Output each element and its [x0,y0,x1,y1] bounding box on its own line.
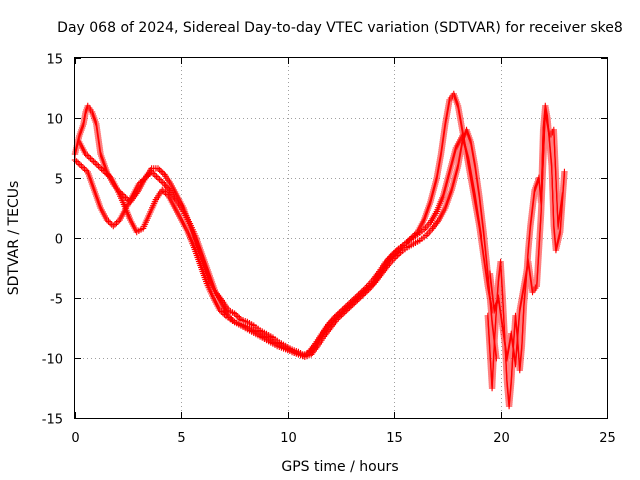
plot-frame [74,57,608,419]
data-marks [71,90,568,410]
chart-title: Day 068 of 2024, Sidereal Day-to-day VTE… [57,20,623,36]
y-tick-label: -5 [50,293,63,308]
x-tick-label: 25 [599,431,616,446]
data-point [559,192,566,200]
series-track-e [486,108,566,368]
data-point [561,168,568,176]
x-tick-label: 0 [71,431,79,446]
series-track-c [76,132,485,359]
y-axis-label: SDTVAR / TECUs [6,181,22,296]
y-tick-label: -10 [42,353,63,368]
y-tick-label: 5 [55,173,63,188]
x-tick-label: 10 [280,431,297,446]
axis-ticks: 0 5 10 15 20 25 -15 -10 -5 0 5 10 15 [42,53,616,447]
x-tick-label: 5 [177,431,185,446]
y-tick-label: 10 [46,113,63,128]
x-tick-label: 20 [493,431,510,446]
grid-lines [75,58,607,418]
y-tick-label: 15 [46,53,63,68]
y-tick-label: 0 [55,233,63,248]
data-point [478,234,485,242]
x-tick-label: 15 [386,431,403,446]
y-tick-label: -15 [42,413,63,428]
x-axis-label: GPS time / hours [281,459,398,475]
